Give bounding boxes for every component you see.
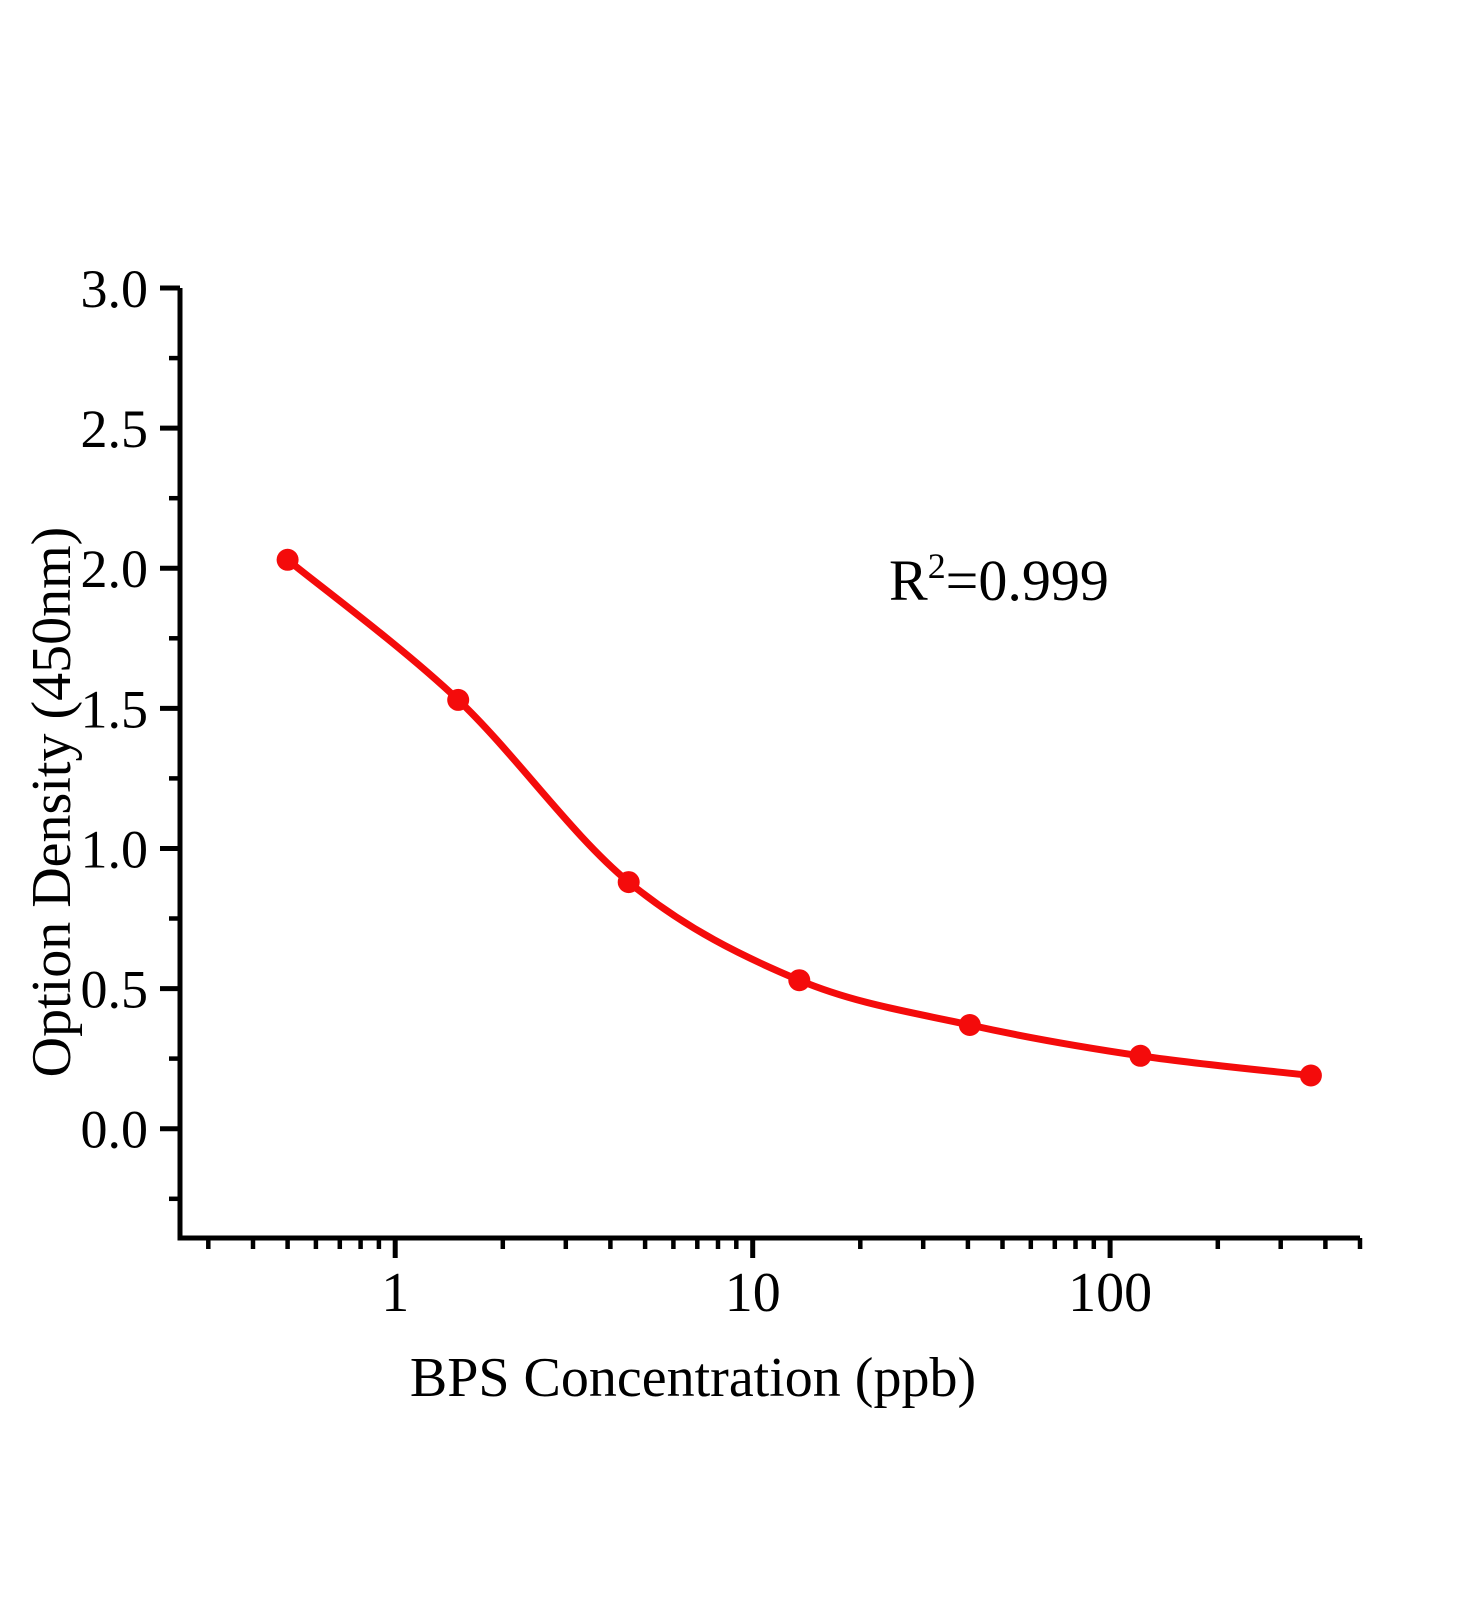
data-point	[276, 548, 299, 571]
data-point	[1129, 1044, 1152, 1067]
r-squared-annotation: R2=0.999	[889, 545, 1109, 614]
data-point	[958, 1014, 981, 1036]
standard-curve-line	[284, 556, 1315, 1079]
data-point	[617, 871, 640, 894]
r-squared-exponent: 2	[927, 545, 946, 586]
x-tick-label: 10	[725, 1262, 781, 1324]
x-axis-title: BPS Concentration (ppb)	[409, 1347, 977, 1409]
r-squared-base: R	[889, 548, 928, 613]
data-point	[447, 688, 470, 711]
x-tick-label: 1	[381, 1262, 409, 1324]
y-tick-label: 1.0	[81, 820, 149, 880]
y-tick-label: 3.0	[81, 259, 149, 319]
y-tick-label: 0.0	[81, 1100, 149, 1160]
r-squared-value: =0.999	[945, 548, 1109, 613]
x-tick-label: 100	[1068, 1262, 1152, 1324]
y-tick-label: 2.0	[81, 539, 149, 599]
data-point	[1299, 1064, 1322, 1087]
y-tick-label: 2.5	[81, 399, 149, 459]
axis-spine	[177, 288, 1360, 1241]
y-axis-title: Option Density (450nm)	[21, 526, 83, 1078]
y-tick-label: 1.5	[81, 679, 149, 739]
data-point	[788, 969, 811, 992]
y-tick-label: 0.5	[81, 960, 149, 1020]
